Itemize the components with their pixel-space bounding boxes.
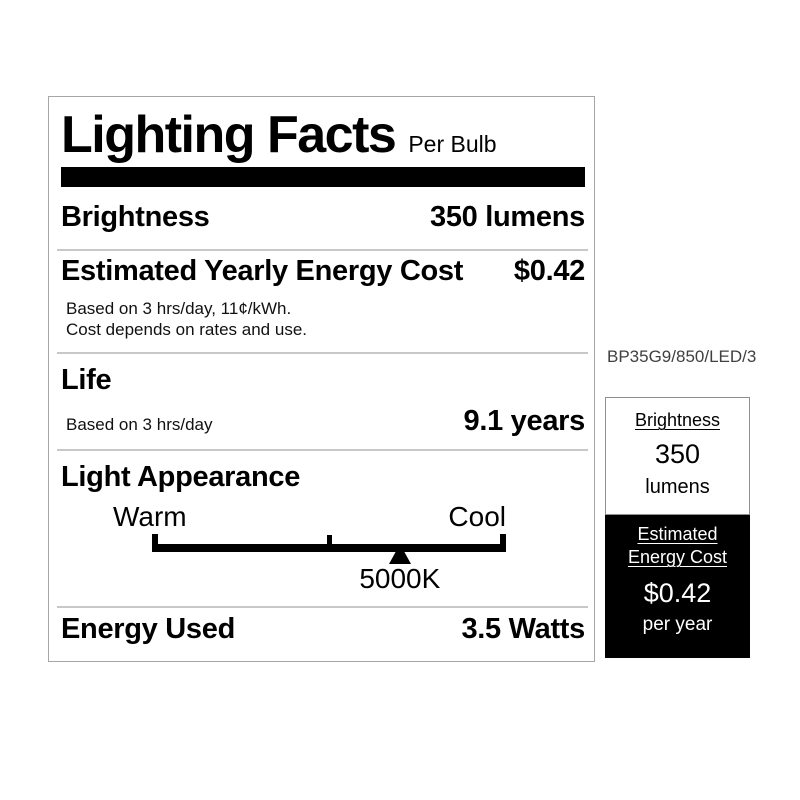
- energy-cost-summary-box: Estimated Energy Cost $0.42 per year: [605, 515, 750, 658]
- brightness-summary-box: Brightness 350 lumens: [605, 397, 750, 515]
- row-brightness: Brightness 350 lumens: [61, 199, 585, 235]
- divider: [57, 606, 588, 608]
- light-appearance-heading: Light Appearance: [61, 461, 301, 493]
- warm-label: Warm: [113, 501, 187, 532]
- lighting-facts-label: Lighting Facts Per Bulb Brightness 350 l…: [48, 96, 595, 662]
- energy-cost-note-line2: Cost depends on rates and use.: [66, 320, 307, 339]
- energy-cost-note-line1: Based on 3 hrs/day, 11¢/kWh.: [66, 299, 292, 318]
- color-temp-marker-icon: [388, 544, 411, 564]
- color-temp-bar: [152, 544, 506, 552]
- cool-label: Cool: [448, 501, 506, 532]
- scale-tick-right: [500, 534, 506, 552]
- life-heading: Life: [61, 364, 112, 396]
- energy-used-name: Energy Used: [61, 613, 235, 645]
- energy-cost-value: $0.42: [513, 255, 585, 287]
- divider: [57, 352, 588, 354]
- color-temp-value: 5000K: [359, 563, 441, 594]
- brightness-box-title: Brightness: [634, 410, 721, 430]
- life-note: Based on 3 hrs/day: [66, 415, 213, 434]
- label-subtitle: Per Bulb: [408, 131, 497, 157]
- energy-box-title-line2: Energy Cost: [627, 547, 728, 567]
- energy-cost-note: Based on 3 hrs/day, 11¢/kWh. Cost depend…: [66, 298, 585, 340]
- label-header: Lighting Facts Per Bulb: [61, 107, 585, 163]
- header-bar: [61, 167, 585, 187]
- scale-tick-middle: [327, 535, 332, 544]
- row-life-value: Based on 3 hrs/day 9.1 years: [66, 403, 585, 443]
- brightness-name: Brightness: [61, 201, 210, 233]
- divider: [57, 449, 588, 451]
- row-energy-cost: Estimated Yearly Energy Cost $0.42: [61, 253, 585, 289]
- divider: [57, 249, 588, 251]
- energy-box-unit: per year: [642, 614, 713, 635]
- row-energy-used: Energy Used 3.5 Watts: [61, 611, 585, 647]
- brightness-box-unit: lumens: [645, 476, 710, 498]
- energy-box-value: $0.42: [643, 578, 712, 608]
- scale-tick-left: [152, 534, 158, 552]
- energy-cost-name: Estimated Yearly Energy Cost: [61, 255, 464, 287]
- label-title: Lighting Facts: [61, 106, 397, 164]
- brightness-value: 350 lumens: [430, 201, 585, 233]
- brightness-box-value: 350: [654, 439, 701, 469]
- life-value: 9.1 years: [463, 405, 586, 437]
- energy-box-title-line1: Estimated: [637, 524, 718, 544]
- model-number: BP35G9/850/LED/3: [607, 347, 757, 366]
- energy-used-value: 3.5 Watts: [461, 613, 585, 645]
